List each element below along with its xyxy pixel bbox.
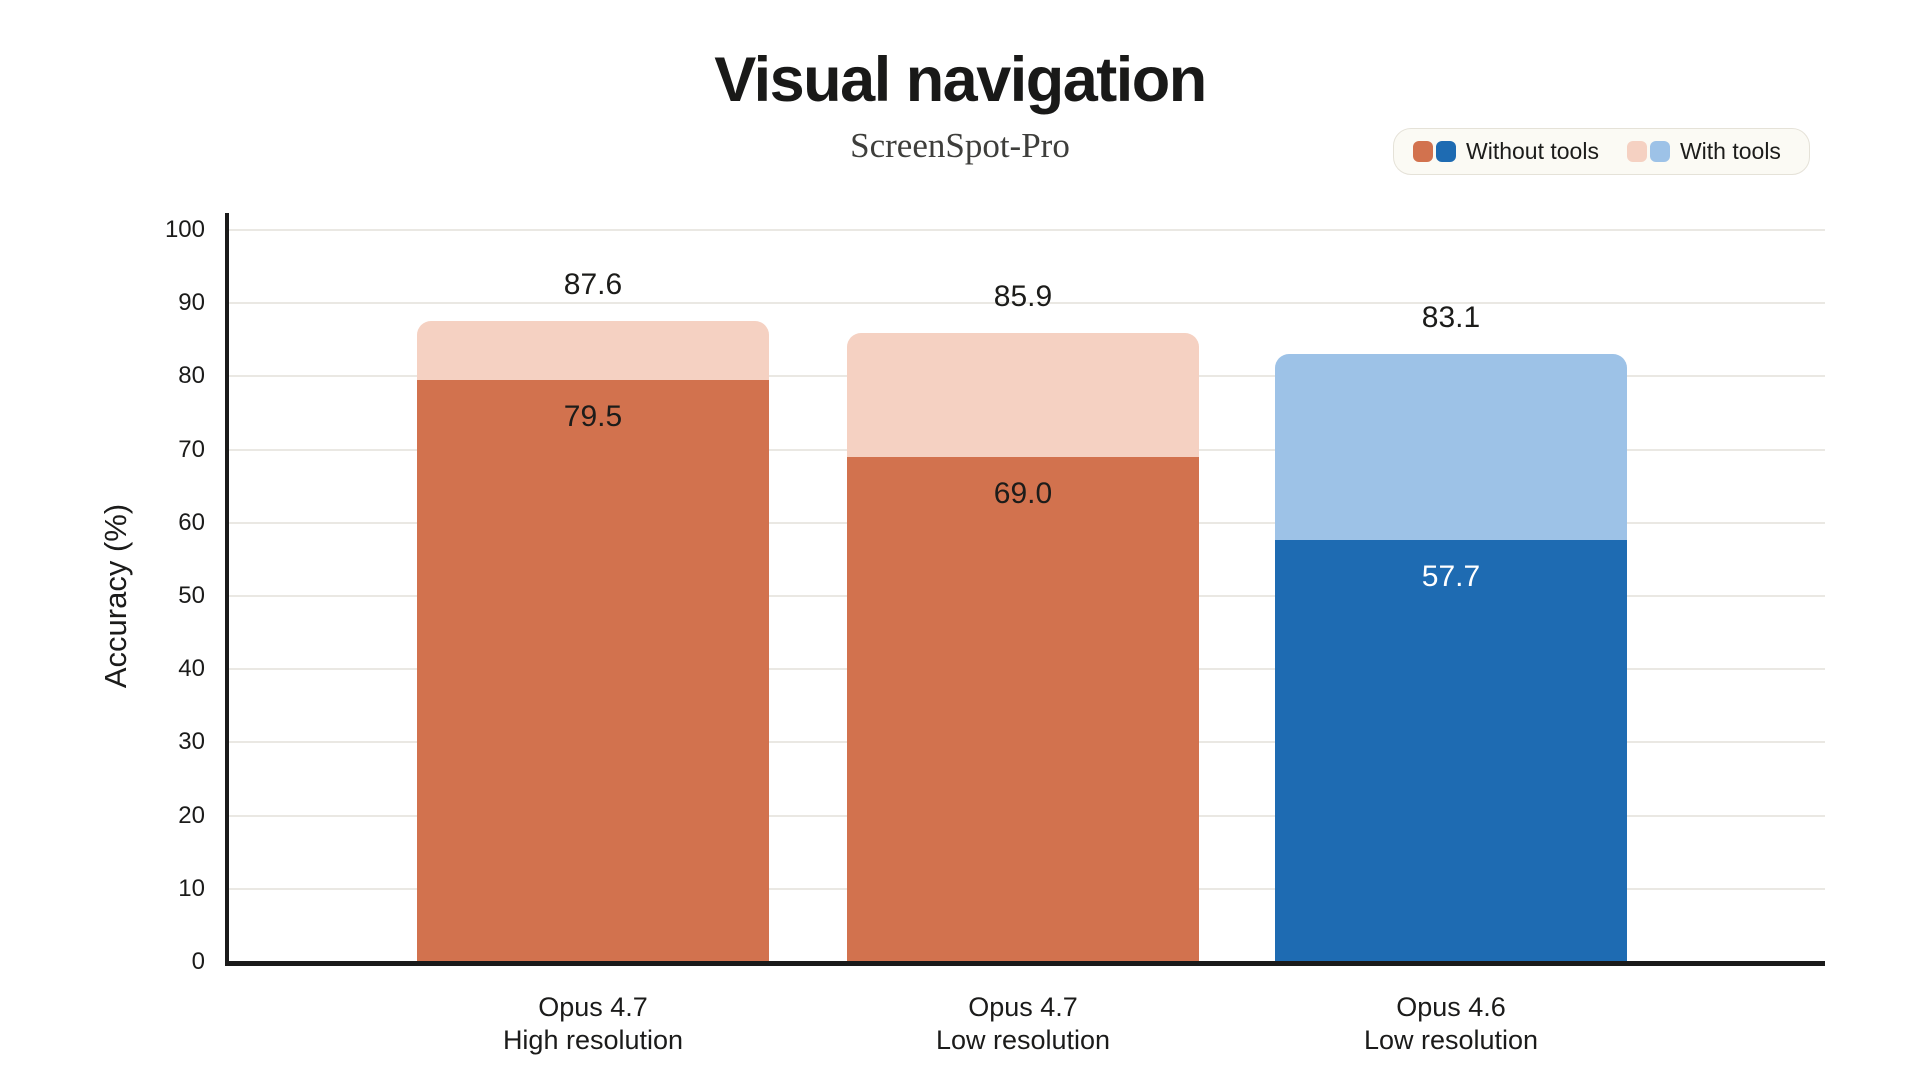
x-category-label: Opus 4.7 Low resolution (823, 991, 1223, 1057)
x-category-label: Opus 4.6 Low resolution (1251, 991, 1651, 1057)
legend-swatch (1626, 141, 1647, 162)
x-axis-line (225, 961, 1825, 966)
y-tick-label: 0 (191, 948, 205, 975)
legend: Without tools With tools (1393, 128, 1810, 175)
x-category-label-line2: High resolution (502, 1025, 684, 1055)
chart-subtitle: ScreenSpot-Pro (850, 126, 1070, 165)
legend-item-label: With tools (1679, 138, 1781, 164)
x-category-label-line2: Low resolution (935, 1025, 1111, 1055)
y-tick-label: 50 (178, 582, 205, 609)
gridline (228, 229, 1825, 231)
bar-value-label: 79.5 (563, 400, 623, 434)
y-tick-label: 40 (178, 655, 205, 683)
bar-without-tools (847, 456, 1199, 962)
x-category-label-line1: Opus 4.7 (538, 992, 648, 1022)
y-tick-label: 70 (178, 435, 205, 463)
x-category-label: Opus 4.7 High resolution (393, 991, 793, 1057)
y-tick-label: 100 (164, 216, 205, 243)
x-category-label-line1: Opus 4.7 (968, 992, 1078, 1022)
legend-swatch (1436, 141, 1456, 162)
legend-item: Without tools (1413, 138, 1599, 165)
legend-swatch (1413, 141, 1433, 162)
bar-total-value-label: 85.9 (993, 280, 1053, 314)
legend-swatch (1649, 141, 1670, 162)
y-axis-line (225, 213, 229, 962)
legend-item: With tools (1626, 138, 1781, 165)
chart-title: Visual navigation (714, 45, 1207, 115)
bar-total-value-label: 83.1 (1421, 300, 1481, 334)
legend-item-label: Without tools (1466, 138, 1599, 164)
x-category-label-line2: Low resolution (1363, 1025, 1539, 1055)
bar-total-value-label: 87.6 (563, 267, 623, 301)
y-tick-label: 60 (178, 508, 205, 536)
y-tick-label: 30 (178, 728, 205, 756)
legend-swatch-pair (1413, 141, 1456, 162)
bar-value-label: 57.7 (1421, 559, 1481, 593)
bar-without-tools (417, 380, 769, 962)
y-tick-label: 20 (178, 801, 205, 829)
x-category-label-line1: Opus 4.6 (1396, 992, 1506, 1022)
legend-swatch-pair (1626, 141, 1670, 162)
y-tick-label: 80 (178, 362, 205, 390)
bar-without-tools (1275, 539, 1627, 962)
bar-value-label: 69.0 (993, 476, 1053, 510)
y-tick-label: 10 (178, 874, 205, 902)
gridline (228, 302, 1825, 305)
y-tick-label: 90 (178, 289, 205, 317)
